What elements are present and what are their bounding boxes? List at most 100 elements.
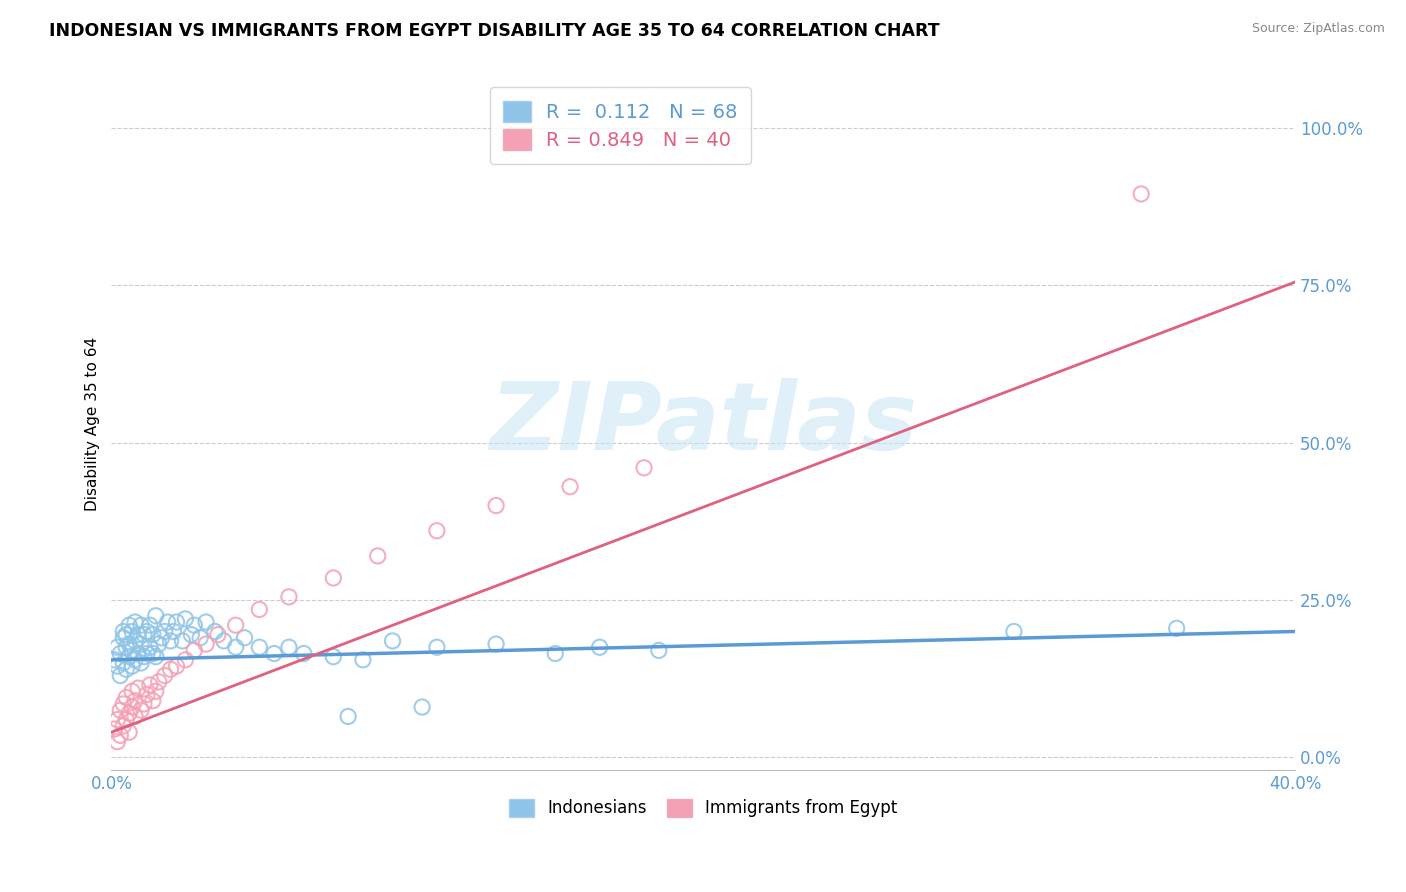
- Point: [145, 608, 167, 623]
- Point: [381, 634, 404, 648]
- Point: [127, 681, 149, 695]
- Point: [322, 649, 344, 664]
- Point: [121, 700, 143, 714]
- Point: [212, 634, 235, 648]
- Point: [188, 631, 211, 645]
- Point: [180, 627, 202, 641]
- Point: [263, 647, 285, 661]
- Point: [115, 640, 138, 655]
- Point: [166, 615, 188, 629]
- Point: [337, 709, 360, 723]
- Point: [183, 618, 205, 632]
- Point: [150, 631, 173, 645]
- Point: [153, 624, 176, 639]
- Point: [145, 649, 167, 664]
- Point: [148, 637, 170, 651]
- Point: [105, 713, 128, 727]
- Point: [322, 571, 344, 585]
- Point: [121, 643, 143, 657]
- Point: [135, 688, 157, 702]
- Point: [139, 678, 162, 692]
- Point: [118, 618, 141, 632]
- Point: [110, 647, 132, 661]
- Point: [367, 549, 389, 563]
- Point: [225, 640, 247, 655]
- Point: [225, 618, 247, 632]
- Point: [142, 627, 165, 641]
- Point: [129, 637, 152, 651]
- Point: [121, 624, 143, 639]
- Point: [195, 615, 218, 629]
- Point: [233, 631, 256, 645]
- Point: [118, 706, 141, 721]
- Point: [105, 640, 128, 655]
- Point: [426, 524, 449, 538]
- Point: [172, 634, 194, 648]
- Point: [156, 615, 179, 629]
- Point: [195, 637, 218, 651]
- Point: [118, 637, 141, 651]
- Text: INDONESIAN VS IMMIGRANTS FROM EGYPT DISABILITY AGE 35 TO 64 CORRELATION CHART: INDONESIAN VS IMMIGRANTS FROM EGYPT DISA…: [49, 22, 939, 40]
- Point: [204, 624, 226, 639]
- Point: [127, 627, 149, 641]
- Point: [633, 460, 655, 475]
- Point: [121, 684, 143, 698]
- Text: ZIPatlas: ZIPatlas: [489, 377, 917, 470]
- Point: [124, 634, 146, 648]
- Point: [142, 647, 165, 661]
- Point: [142, 694, 165, 708]
- Point: [112, 719, 135, 733]
- Point: [183, 643, 205, 657]
- Point: [118, 725, 141, 739]
- Point: [135, 624, 157, 639]
- Point: [485, 499, 508, 513]
- Point: [544, 647, 567, 661]
- Point: [115, 690, 138, 705]
- Text: Source: ZipAtlas.com: Source: ZipAtlas.com: [1251, 22, 1385, 36]
- Point: [148, 674, 170, 689]
- Point: [139, 618, 162, 632]
- Point: [112, 697, 135, 711]
- Point: [166, 659, 188, 673]
- Point: [278, 590, 301, 604]
- Point: [278, 640, 301, 655]
- Point: [129, 656, 152, 670]
- Point: [103, 722, 125, 736]
- Point: [124, 709, 146, 723]
- Point: [139, 640, 162, 655]
- Point: [132, 627, 155, 641]
- Point: [105, 734, 128, 748]
- Point: [648, 643, 671, 657]
- Point: [103, 653, 125, 667]
- Point: [112, 656, 135, 670]
- Y-axis label: Disability Age 35 to 64: Disability Age 35 to 64: [86, 336, 100, 511]
- Point: [112, 624, 135, 639]
- Point: [135, 647, 157, 661]
- Point: [127, 647, 149, 661]
- Point: [207, 627, 229, 641]
- Point: [159, 634, 181, 648]
- Point: [159, 662, 181, 676]
- Point: [129, 618, 152, 632]
- Legend: Indonesians, Immigrants from Egypt: Indonesians, Immigrants from Egypt: [502, 792, 904, 824]
- Point: [247, 602, 270, 616]
- Point: [485, 637, 508, 651]
- Point: [132, 697, 155, 711]
- Point: [124, 694, 146, 708]
- Point: [132, 649, 155, 664]
- Point: [174, 653, 197, 667]
- Point: [247, 640, 270, 655]
- Point: [411, 700, 433, 714]
- Point: [426, 640, 449, 655]
- Point: [588, 640, 610, 655]
- Point: [105, 659, 128, 673]
- Point: [115, 627, 138, 641]
- Point: [352, 653, 374, 667]
- Point: [145, 684, 167, 698]
- Point: [115, 662, 138, 676]
- Point: [129, 703, 152, 717]
- Point: [112, 631, 135, 645]
- Point: [110, 728, 132, 742]
- Point: [121, 659, 143, 673]
- Point: [1130, 186, 1153, 201]
